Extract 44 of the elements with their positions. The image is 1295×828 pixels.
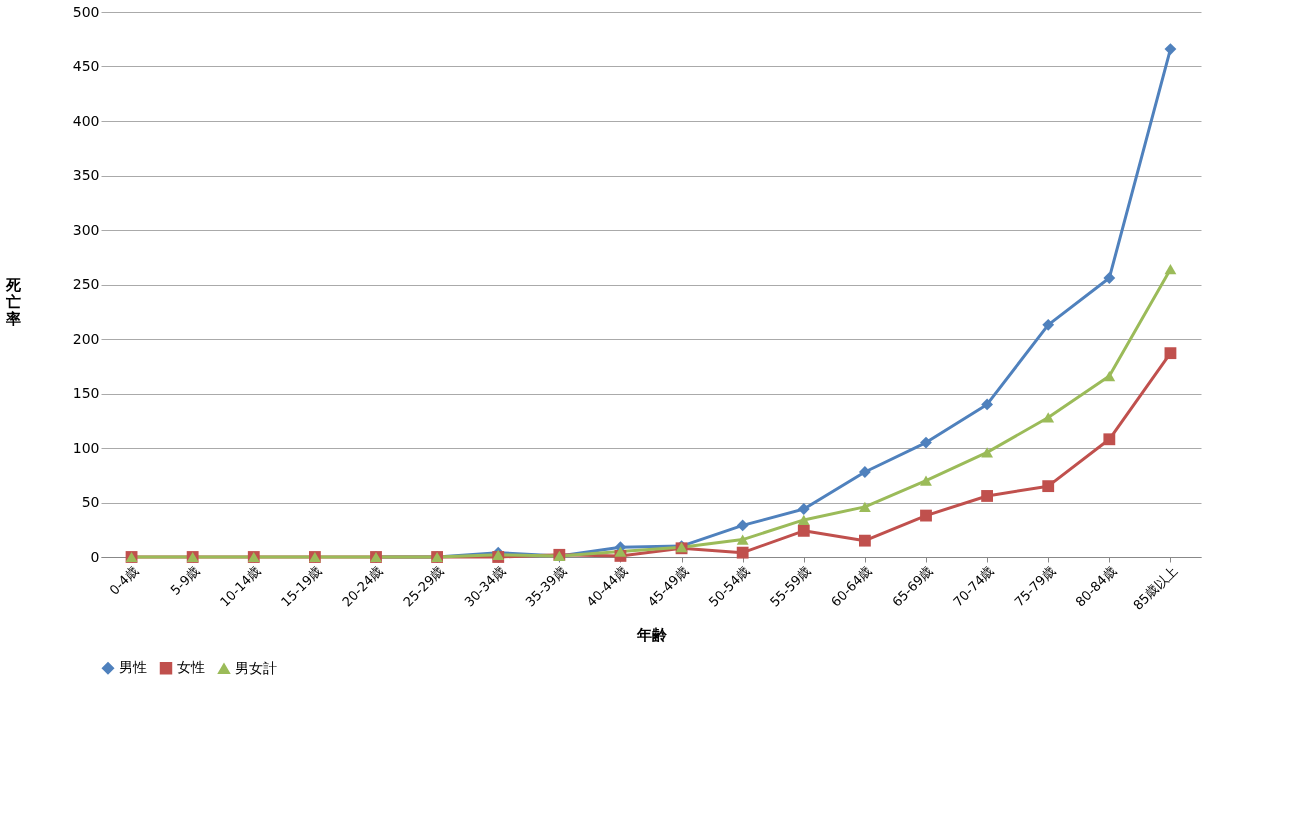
point — [858, 466, 871, 478]
point — [736, 534, 749, 545]
y-tick-label: 300 — [72, 221, 100, 238]
y-tick-label: 350 — [72, 167, 100, 183]
point — [1103, 272, 1116, 284]
point — [1103, 370, 1116, 382]
x-tick-label: 85歳以上 — [1130, 563, 1181, 613]
point — [920, 475, 932, 486]
y-tick-label: 500 — [72, 3, 100, 20]
point — [797, 503, 810, 515]
y-tick-label: 0 — [90, 548, 100, 565]
point — [1164, 264, 1177, 275]
point — [858, 534, 871, 547]
x-tick-label: 5-9歳 — [167, 563, 203, 598]
y-tick-label: 100 — [72, 439, 100, 456]
legend-label: 男女計 — [235, 659, 277, 676]
point — [981, 490, 994, 502]
point — [1042, 480, 1055, 493]
y-tick-label: 200 — [72, 330, 100, 347]
point — [736, 519, 749, 532]
y-tick-label: 50 — [81, 494, 100, 510]
point — [1042, 318, 1055, 331]
point — [858, 501, 871, 512]
point — [920, 436, 932, 449]
point — [614, 546, 627, 557]
point — [1042, 412, 1055, 423]
point — [797, 524, 810, 537]
point — [1164, 347, 1177, 360]
point — [981, 447, 994, 458]
point — [797, 514, 810, 526]
legend-label: 男性 — [119, 659, 147, 676]
point — [981, 398, 994, 411]
y-tick-label: 450 — [72, 58, 100, 74]
x-tick-label: 0-4歳 — [106, 563, 142, 598]
y-axis-title: 死亡率 — [5, 276, 23, 328]
point — [736, 546, 749, 559]
point — [1164, 43, 1177, 55]
y-tick-label: 250 — [72, 276, 100, 292]
legend-label: 女性 — [177, 659, 205, 676]
y-tick-label: 400 — [72, 112, 100, 129]
x-axis-title: 年齢 — [635, 625, 668, 644]
point — [1103, 433, 1116, 446]
point — [920, 509, 932, 522]
y-tick-label: 150 — [72, 385, 100, 401]
